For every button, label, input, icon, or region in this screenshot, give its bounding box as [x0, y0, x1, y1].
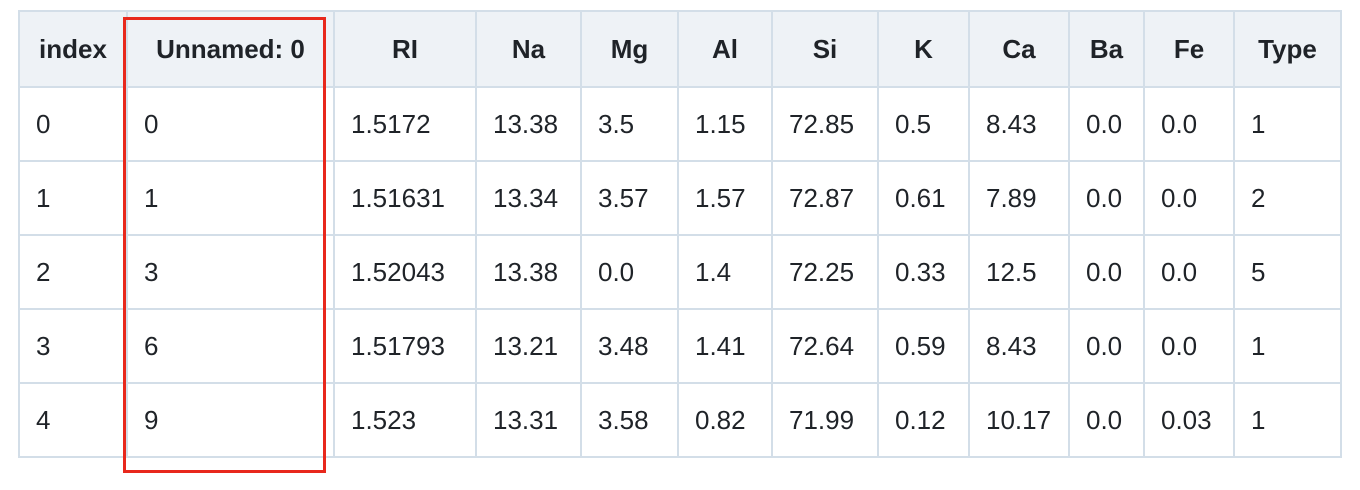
table-cell: 0.0: [1068, 234, 1145, 310]
table-cell: 13.34: [475, 160, 582, 236]
table-cell: 10.17: [968, 382, 1070, 458]
table-cell: 1.4: [677, 234, 773, 310]
column-header: Si: [771, 10, 879, 88]
table-cell: 72.64: [771, 308, 879, 384]
column-header: Unnamed: 0: [126, 10, 335, 88]
table-cell: 0.0: [1143, 86, 1235, 162]
table-cell: 0.03: [1143, 382, 1235, 458]
table-row: 1 1 1.51631 13.34 3.57 1.57 72.87 0.61 7.89 0.0 0.…: [18, 160, 1342, 236]
table-cell: 1.52043: [333, 234, 477, 310]
table-cell: 1: [126, 160, 335, 236]
column-header: Na: [475, 10, 582, 88]
table-cell: 0.59: [877, 308, 970, 384]
table-cell: 3.48: [580, 308, 679, 384]
table-cell: 2: [1233, 160, 1342, 236]
table-cell: 8.43: [968, 308, 1070, 384]
table-cell: 0.0: [1143, 160, 1235, 236]
table-cell: 0.0: [1068, 308, 1145, 384]
table-cell: 5: [1233, 234, 1342, 310]
table-row: 3 6 1.51793 13.21 3.48 1.41 72.64 0.59 8.43 0.0 0.…: [18, 308, 1342, 384]
table-cell: 0.0: [1068, 86, 1145, 162]
table-row: 4 9 1.523 13.31 3.58 0.82 71.99 0.12 10.17 0.0 0.0…: [18, 382, 1342, 458]
table-cell: 1.5172: [333, 86, 477, 162]
table-cell: 0.12: [877, 382, 970, 458]
table-cell: 1: [1233, 86, 1342, 162]
table-cell: 0.0: [580, 234, 679, 310]
column-header: Ca: [968, 10, 1070, 88]
header-row: index Unnamed: 0 RI Na Mg Al Si K Ca Ba Fe Type: [18, 10, 1342, 88]
table-cell: 9: [126, 382, 335, 458]
table-cell: 1: [1233, 382, 1342, 458]
column-header: Al: [677, 10, 773, 88]
column-header: index: [18, 10, 128, 88]
table-cell: 13.38: [475, 86, 582, 162]
table-cell: 13.31: [475, 382, 582, 458]
column-header: Type: [1233, 10, 1342, 88]
column-header: Fe: [1143, 10, 1235, 88]
table-cell: 3: [126, 234, 335, 310]
table-cell: 1: [1233, 308, 1342, 384]
table-cell: 1.523: [333, 382, 477, 458]
table-cell: 13.21: [475, 308, 582, 384]
table-cell: 0: [126, 86, 335, 162]
table-cell: 2: [18, 234, 128, 310]
table-cell: 0.0: [1143, 308, 1235, 384]
table-cell: 72.87: [771, 160, 879, 236]
table-cell: 1.41: [677, 308, 773, 384]
table-row: 0 0 1.5172 13.38 3.5 1.15 72.85 0.5 8.43 0.0 0.0 1: [18, 86, 1342, 162]
table-cell: 1.51793: [333, 308, 477, 384]
column-header: Mg: [580, 10, 679, 88]
table-cell: 12.5: [968, 234, 1070, 310]
table-row: 2 3 1.52043 13.38 0.0 1.4 72.25 0.33 12.5 0.0 0.0 5: [18, 234, 1342, 310]
table-cell: 0.5: [877, 86, 970, 162]
table-cell: 0.0: [1143, 234, 1235, 310]
table-cell: 1.57: [677, 160, 773, 236]
table-body: 0 0 1.5172 13.38 3.5 1.15 72.85 0.5 8.43 0.0 0.0 1 1…: [18, 86, 1342, 458]
table-cell: 0.82: [677, 382, 773, 458]
table-cell: 6: [126, 308, 335, 384]
table-cell: 3.58: [580, 382, 679, 458]
table-cell: 1: [18, 160, 128, 236]
table-cell: 3.5: [580, 86, 679, 162]
table-cell: 4: [18, 382, 128, 458]
table-cell: 1.15: [677, 86, 773, 162]
table-cell: 0.61: [877, 160, 970, 236]
table-cell: 72.25: [771, 234, 879, 310]
table-cell: 72.85: [771, 86, 879, 162]
column-header: K: [877, 10, 970, 88]
table-cell: 0.0: [1068, 160, 1145, 236]
table-cell: 0.0: [1068, 382, 1145, 458]
table-cell: 7.89: [968, 160, 1070, 236]
table-cell: 8.43: [968, 86, 1070, 162]
table-cell: 13.38: [475, 234, 582, 310]
table-cell: 3.57: [580, 160, 679, 236]
table-cell: 0: [18, 86, 128, 162]
table-cell: 3: [18, 308, 128, 384]
table-cell: 1.51631: [333, 160, 477, 236]
table-cell: 0.33: [877, 234, 970, 310]
column-header: Ba: [1068, 10, 1145, 88]
table-head: index Unnamed: 0 RI Na Mg Al Si K Ca Ba Fe Type: [18, 10, 1342, 88]
table-cell: 71.99: [771, 382, 879, 458]
column-header: RI: [333, 10, 477, 88]
